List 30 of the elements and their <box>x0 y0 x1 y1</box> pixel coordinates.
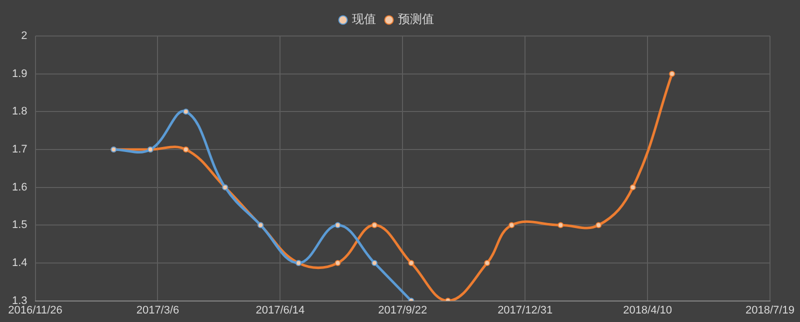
point <box>182 108 189 115</box>
y-tick-label: 1.8 <box>12 106 28 118</box>
y-tick-label: 2 <box>21 30 28 42</box>
point <box>630 184 636 190</box>
point <box>371 260 378 266</box>
x-tick-label: 2018/7/19 <box>746 304 794 316</box>
x-tick-label: 2018/4/10 <box>623 304 672 316</box>
point <box>558 222 564 228</box>
y-tick-label: 1.6 <box>12 181 28 194</box>
x-tick-label: 2017/3/6 <box>136 304 180 316</box>
y-tick-label: 1.3 <box>12 294 28 307</box>
point <box>334 260 341 266</box>
point <box>484 260 490 266</box>
y-tick-label: 1.7 <box>12 144 28 156</box>
y-tick-label: 1.5 <box>12 219 28 232</box>
y-tick-label: 1.9 <box>12 68 28 80</box>
point <box>596 222 602 228</box>
x-tick-label: 2017/9/22 <box>378 304 428 316</box>
x-tick-label: 2017/12/31 <box>498 304 553 316</box>
point <box>371 222 378 228</box>
point <box>334 222 341 228</box>
point <box>182 146 189 152</box>
legend-label: 预测值 <box>398 12 434 26</box>
point <box>408 260 414 266</box>
y-tick-label: 1.4 <box>12 257 28 270</box>
point <box>669 70 676 77</box>
legend-label: 现值 <box>352 12 376 26</box>
x-tick-label: 2017/6/14 <box>256 304 305 316</box>
point <box>508 222 515 228</box>
x-tick-label: 2016/11/26 <box>8 304 62 316</box>
